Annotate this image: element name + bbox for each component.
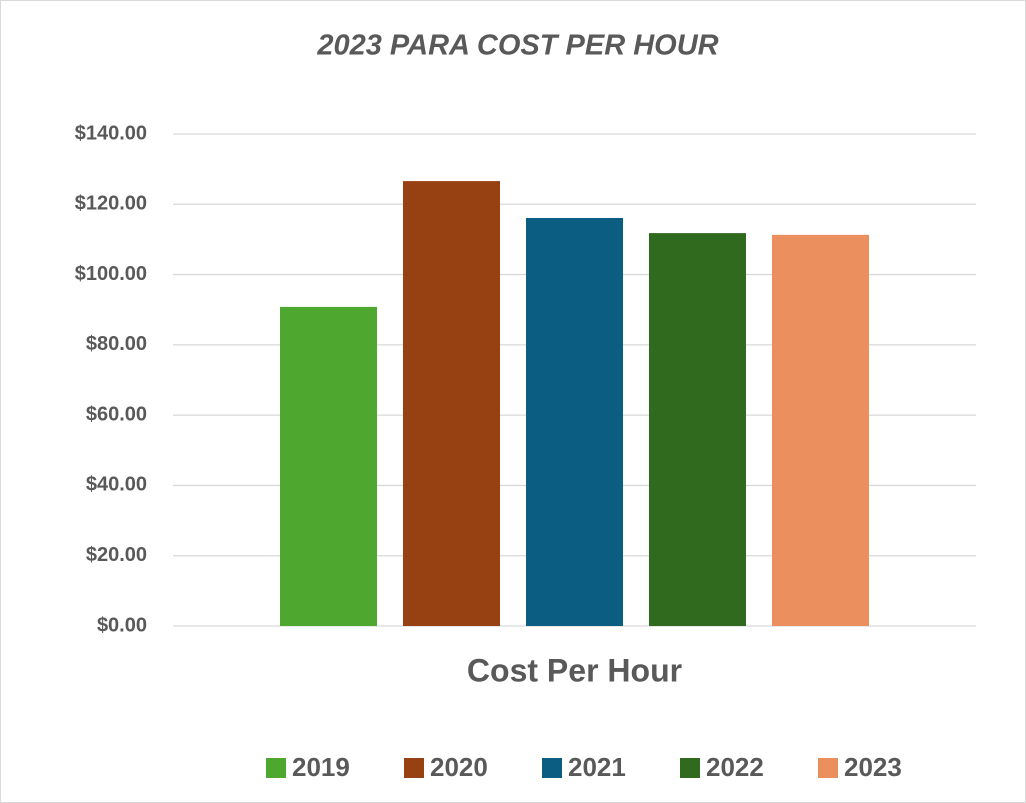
bar [649, 233, 746, 627]
legend-label: 2023 [844, 752, 902, 782]
bar [772, 234, 869, 627]
legend-swatch [680, 758, 700, 778]
legend-swatch [266, 758, 286, 778]
chart-title: 2023 PARA COST PER HOUR [316, 30, 718, 62]
x-tick-label: Cost Per Hour [467, 652, 682, 688]
legend-swatch [818, 758, 838, 778]
y-tick-label: $140.00 [75, 122, 147, 144]
y-tick-label: $20.00 [86, 544, 147, 566]
y-tick-label: $80.00 [86, 333, 147, 355]
legend-label: 2022 [706, 752, 764, 782]
legend-label: 2020 [430, 752, 488, 782]
y-tick-label: $100.00 [75, 263, 147, 285]
legend-label: 2019 [292, 752, 350, 782]
y-tick-label: $60.00 [86, 403, 147, 425]
legend-swatch [542, 758, 562, 778]
legend-swatch [404, 758, 424, 778]
bar [403, 181, 500, 626]
y-tick-label: $120.00 [75, 193, 147, 215]
legend-label: 2021 [568, 752, 626, 782]
bar [526, 217, 623, 626]
bar [280, 306, 377, 626]
y-tick-label: $0.00 [97, 614, 147, 636]
y-tick-label: $40.00 [86, 474, 147, 496]
